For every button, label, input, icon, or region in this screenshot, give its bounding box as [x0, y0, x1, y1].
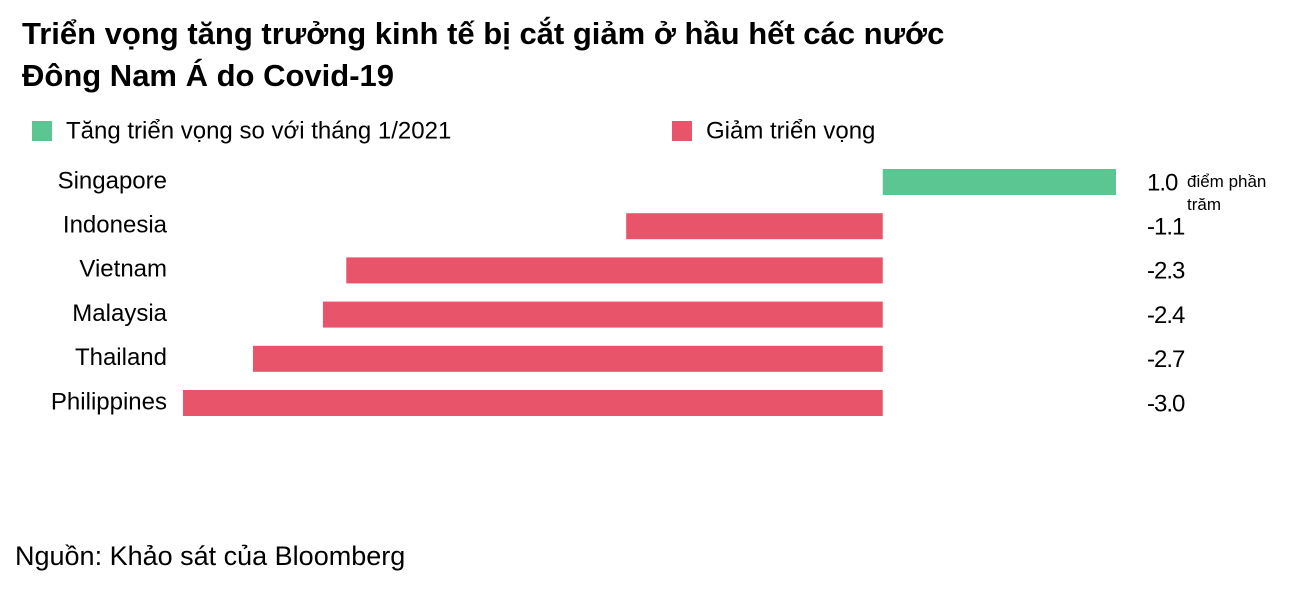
value-label: -2.7 — [1147, 346, 1185, 373]
legend-label: Giảm triển vọng — [706, 117, 875, 144]
legend-swatch — [32, 121, 52, 141]
value-label: -1.1 — [1147, 214, 1185, 241]
bar — [252, 345, 883, 372]
unit-annotation: điểm phần trăm — [1187, 172, 1267, 214]
bar — [882, 169, 1116, 195]
legend-label: Tăng triển vọng so với tháng 1/2021 — [66, 117, 451, 144]
bar — [183, 390, 883, 416]
value-label: 1.0 — [1147, 169, 1178, 196]
category-label: Indonesia — [63, 212, 168, 239]
value-label: -3.0 — [1147, 390, 1185, 417]
legend-swatch — [672, 121, 692, 141]
value-label: -2.3 — [1147, 258, 1185, 285]
category-label: Thailand — [75, 344, 167, 371]
category-label: Malaysia — [72, 300, 167, 327]
bar — [346, 257, 883, 284]
chart-title: Triển vọng tăng trưởng kinh tế bị cắt gi… — [22, 16, 945, 93]
value-label: -2.4 — [1147, 302, 1185, 329]
bar — [322, 301, 883, 328]
category-label: Vietnam — [79, 256, 167, 283]
bar — [626, 213, 883, 240]
category-label: Singapore — [58, 167, 167, 194]
source: Nguồn: Khảo sát của Bloomberg — [15, 541, 405, 571]
category-label: Philippines — [51, 388, 167, 415]
